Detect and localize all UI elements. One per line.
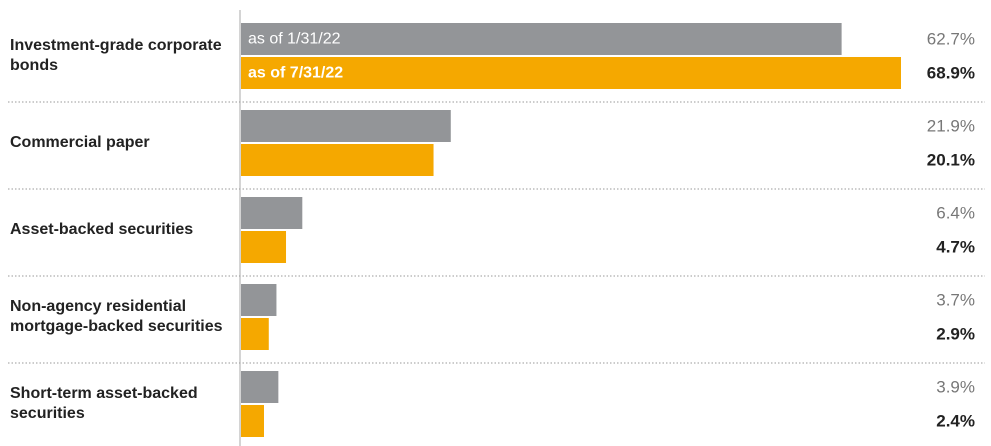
bar [241,405,264,437]
value-label: 20.1% [927,151,975,170]
category-label: Non-agency residential mortgage-backed s… [10,298,223,335]
value-label: 2.9% [936,325,975,344]
bar [241,197,303,229]
value-label: 62.7% [927,30,975,49]
value-label: 21.9% [927,117,975,136]
bar [241,371,279,403]
value-label: 6.4% [936,204,975,223]
bar [241,284,277,316]
bar [241,231,287,263]
category-label: Asset-backed securities [10,221,194,238]
legend-label: as of 1/31/22 [248,31,341,48]
value-label: 4.7% [936,238,975,257]
bar [241,57,901,89]
value-label: 2.4% [936,412,975,431]
bar [241,110,451,142]
category-label: Short-term asset-backed securities [10,385,198,422]
value-label: 3.7% [936,291,975,310]
bar [241,318,269,350]
category-label: Investment-grade corporate bonds [10,37,222,74]
bar [241,23,842,55]
value-label: 68.9% [927,64,975,83]
bar [241,144,434,176]
legend-label: as of 7/31/22 [248,65,343,82]
value-label: 3.9% [936,378,975,397]
category-label: Commercial paper [10,134,150,151]
